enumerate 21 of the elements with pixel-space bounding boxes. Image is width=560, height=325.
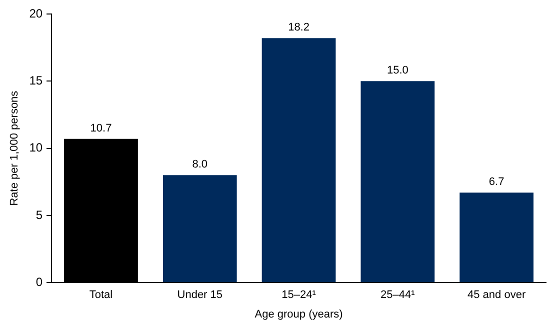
y-axis-title: Rate per 1,000 persons (8, 90, 21, 206)
data-label: 18.2 (288, 22, 310, 34)
bar (262, 38, 336, 282)
x-tick-label: Total (89, 289, 113, 302)
x-axis-title: Age group (years) (254, 308, 343, 320)
bar (360, 81, 435, 282)
data-label: 6.7 (488, 176, 504, 188)
y-tick-label: 10 (29, 140, 43, 155)
x-tick-label: 25–44¹ (380, 289, 416, 302)
bar (162, 175, 237, 282)
x-tick-label: 15–24¹ (282, 289, 316, 302)
data-label: 10.7 (90, 122, 112, 134)
data-label: 8.0 (192, 158, 208, 171)
y-tick-label: 20 (29, 6, 43, 20)
y-tick-label: 0 (36, 274, 43, 289)
x-tick-label: 45 and over (468, 289, 526, 302)
y-tick-label: 15 (29, 73, 43, 88)
y-tick-label: 5 (36, 208, 43, 222)
data-label: 15.0 (386, 64, 408, 77)
bar (460, 192, 534, 282)
x-tick-label: Under 15 (177, 289, 223, 302)
